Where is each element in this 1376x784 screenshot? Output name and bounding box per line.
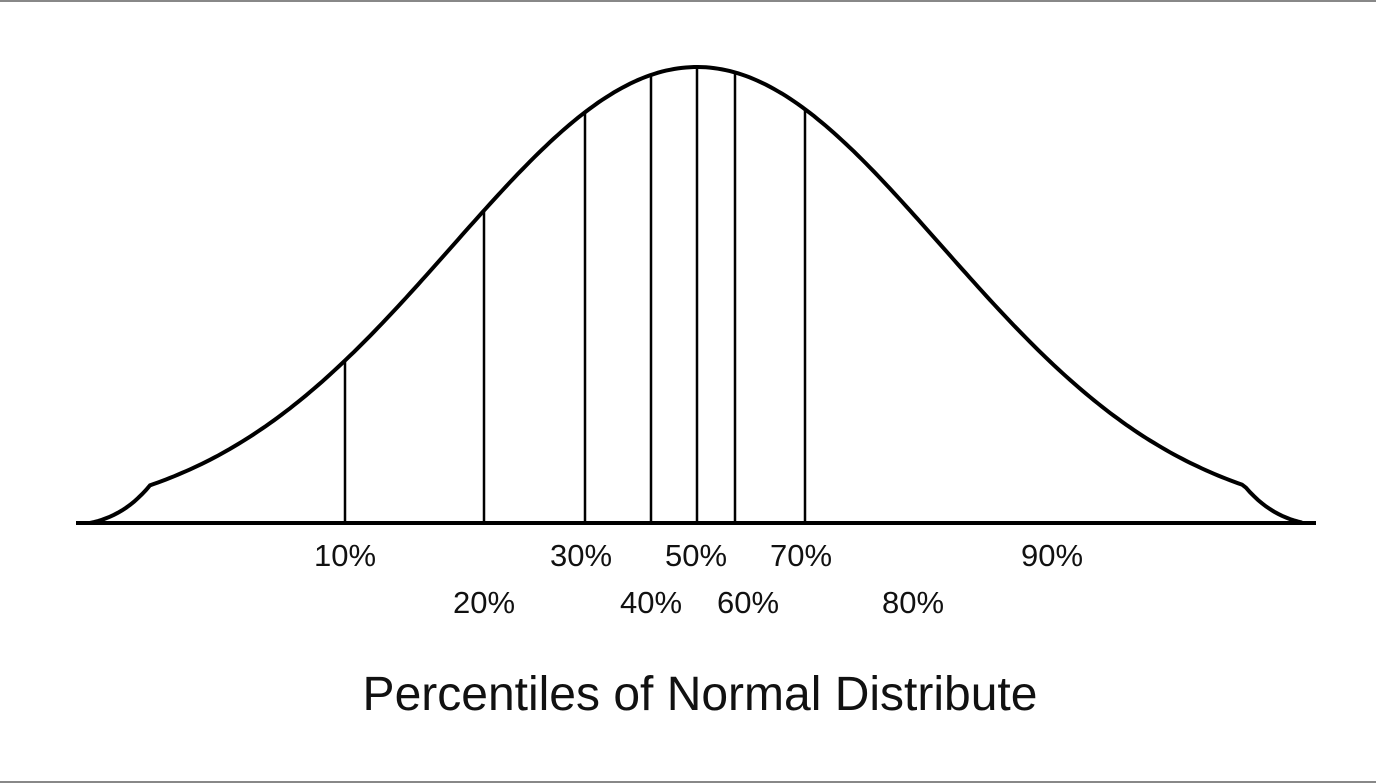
percentile-label: 50%	[665, 538, 727, 573]
percentile-label: 80%	[882, 585, 944, 620]
percentile-marks: 10% 20% 30%40% 50% 60% 70% 80% 90%	[314, 67, 1083, 620]
percentile-label: 40%	[620, 585, 682, 620]
percentile-label: 60%	[717, 585, 779, 620]
percentile-label: 10%	[314, 538, 376, 573]
percentile-label: 30%	[550, 538, 612, 573]
title: Percentiles of Normal Distribute	[363, 668, 1038, 721]
percentile-label: 20%	[453, 585, 515, 620]
percentile-label: 90%	[1021, 538, 1083, 573]
percentile-label: 70%	[770, 538, 832, 573]
